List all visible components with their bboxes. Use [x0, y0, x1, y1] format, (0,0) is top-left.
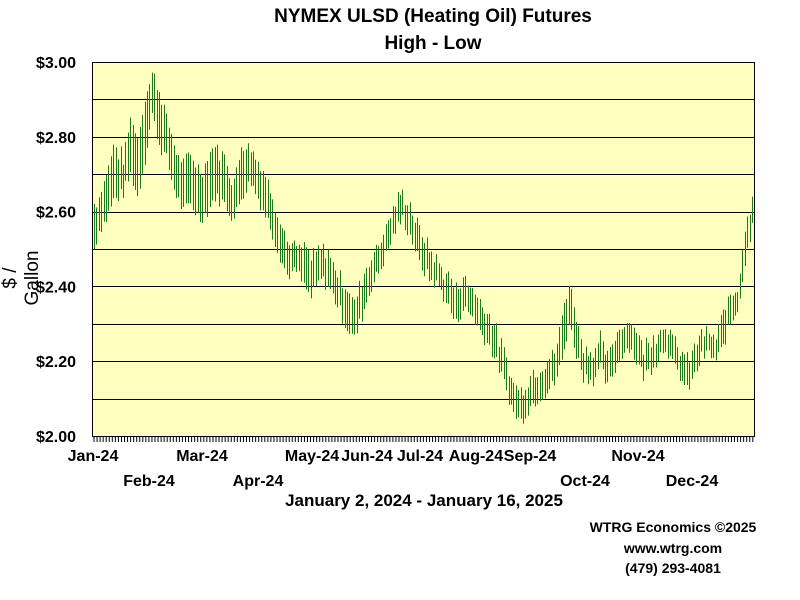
x-month-label: Feb-24: [123, 473, 175, 490]
y-tick-label: $2.40: [36, 279, 76, 296]
credit-line-2: www.wtrg.com: [623, 540, 723, 556]
x-month-label: May-24: [285, 448, 339, 465]
x-month-label: Jun-24: [341, 448, 393, 465]
credit-line-1: WTRG Economics ©2025: [589, 519, 757, 535]
x-month-label: Jan-24: [68, 448, 119, 465]
date-range-label: January 2, 2024 - January 16, 2025: [285, 491, 563, 510]
y-tick-label: $2.60: [36, 205, 76, 222]
x-month-label: Nov-24: [611, 448, 664, 465]
chart-subtitle: High - Low: [384, 33, 482, 54]
x-month-label: Oct-24: [560, 473, 610, 490]
credit-line-3: (479) 293-4081: [625, 560, 721, 576]
y-tick-label: $2.00: [36, 429, 76, 446]
chart-title: NYMEX ULSD (Heating Oil) Futures: [274, 6, 592, 27]
x-month-label: Dec-24: [666, 473, 719, 490]
x-month-label: Aug-24: [449, 448, 503, 465]
x-month-label: Jul-24: [397, 448, 443, 465]
y-tick-label: $3.00: [36, 55, 76, 72]
x-month-label: Sep-24: [504, 448, 557, 465]
x-month-label: Apr-24: [233, 473, 284, 490]
y-tick-label: $2.80: [36, 130, 76, 147]
plot-area: $2.00 $2.20 $2.40 $2.60 $2.80 $3.00 Jan-24 Mar-…: [36, 55, 755, 490]
x-month-label: Mar-24: [176, 448, 228, 465]
y-tick-label: $2.20: [36, 354, 76, 371]
